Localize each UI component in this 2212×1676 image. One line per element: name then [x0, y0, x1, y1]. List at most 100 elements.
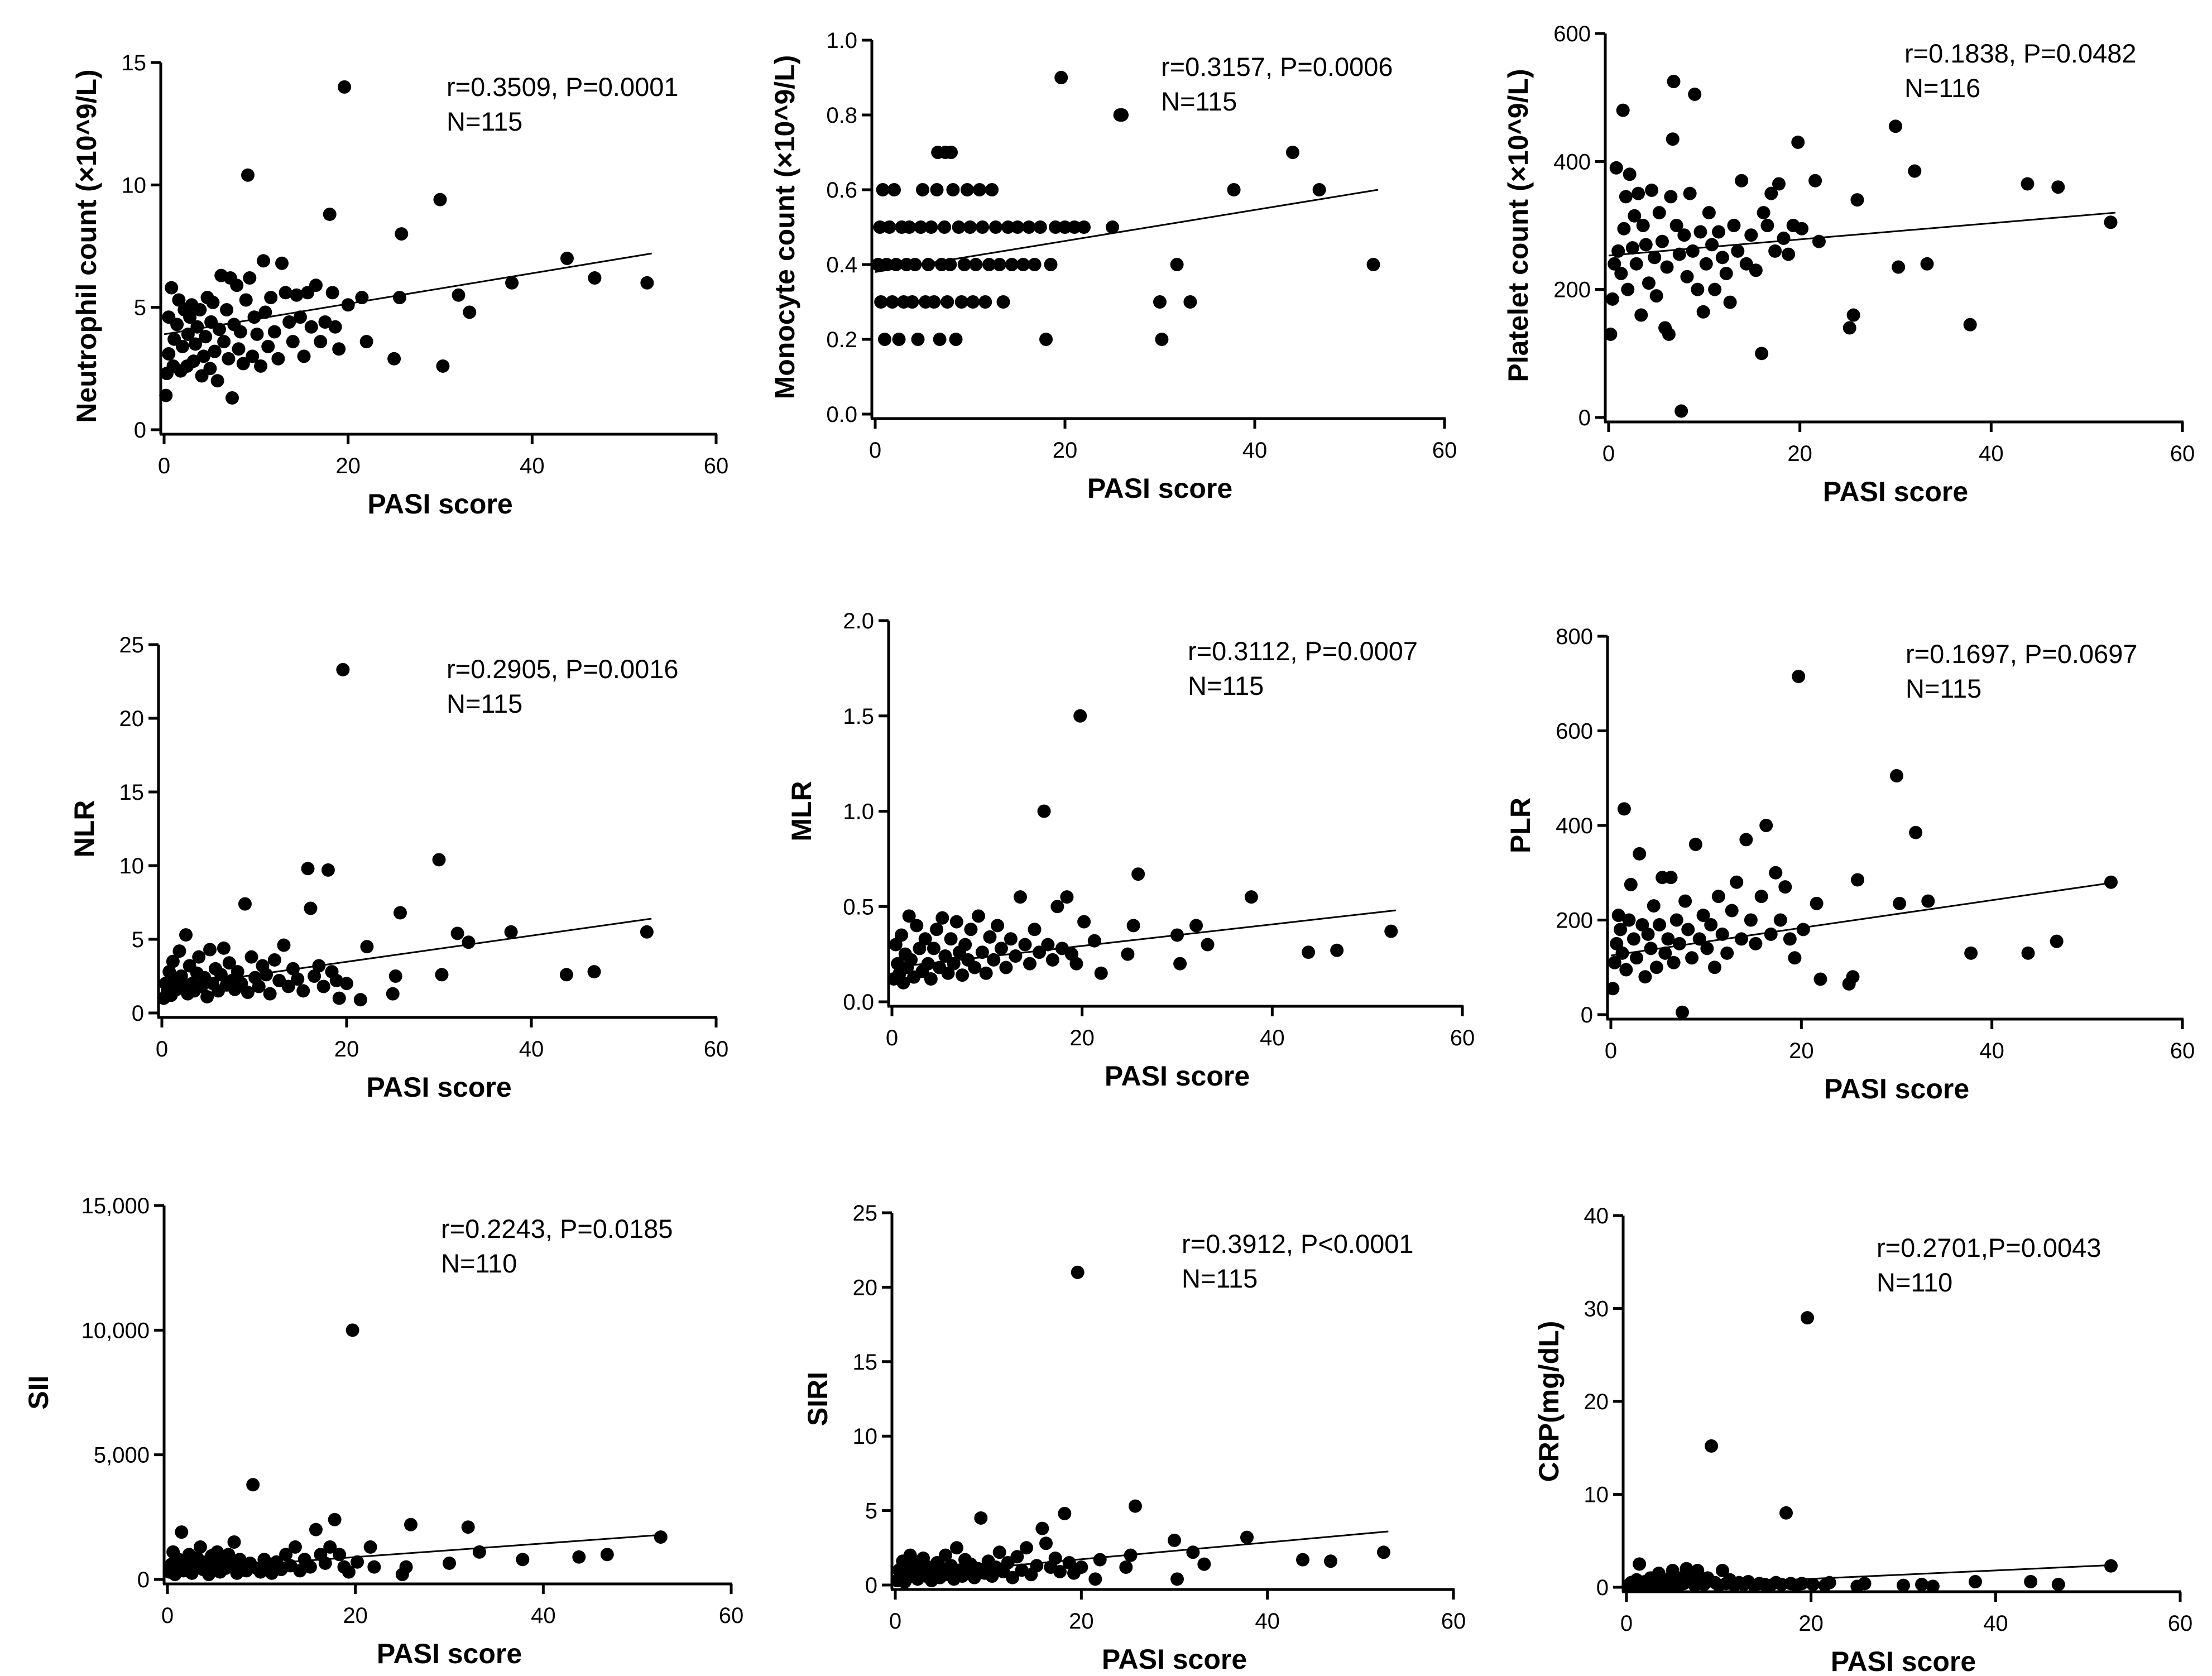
data-point: [933, 333, 947, 346]
data-point: [1201, 938, 1215, 952]
data-point: [1662, 327, 1676, 341]
data-point: [1124, 1548, 1138, 1562]
x-tick-label: 20: [343, 1603, 368, 1628]
data-point: [1699, 257, 1713, 271]
data-point: [1791, 135, 1805, 149]
data-point: [1608, 257, 1621, 271]
x-tick-label: 0: [1620, 1611, 1633, 1636]
data-point: [1681, 923, 1695, 937]
data-point: [1674, 404, 1688, 418]
data-point: [1312, 183, 1326, 196]
data-point: [1810, 896, 1824, 910]
data-point: [921, 957, 935, 971]
data-point: [1094, 966, 1108, 980]
panel-plr: 0 200 400 600 800 0 20 40 60 PASI score PLR r=0.169…: [1505, 625, 2195, 1104]
data-point: [1851, 873, 1865, 887]
data-point: [974, 1511, 988, 1525]
data-point: [1712, 225, 1726, 239]
data-point: [1727, 219, 1741, 232]
x-axis-title: PASI score: [377, 1638, 522, 1669]
y-tick-label: 25: [853, 1201, 878, 1226]
data-point: [1715, 1564, 1729, 1578]
data-point: [162, 347, 176, 361]
data-point: [1168, 1533, 1181, 1547]
data-point: [181, 327, 195, 341]
data-point: [222, 352, 236, 366]
data-point: [947, 957, 961, 971]
y-tick-label: 1.5: [843, 704, 874, 729]
y-tick-label: 0.8: [826, 103, 857, 128]
data-point: [1121, 947, 1135, 961]
data-point: [1676, 1005, 1689, 1019]
y-tick-label: 0.0: [843, 990, 874, 1015]
x-axis-title: PASI score: [1823, 476, 1968, 507]
data-point: [232, 342, 246, 356]
data-point: [399, 1560, 413, 1574]
data-point: [973, 183, 986, 196]
x-tick-label: 40: [1983, 1611, 2008, 1636]
y-tick-label: 20: [853, 1275, 878, 1300]
data-point: [1655, 234, 1669, 248]
data-point: [1754, 890, 1768, 904]
data-point: [1764, 186, 1778, 200]
data-point: [165, 281, 179, 295]
data-point: [1605, 292, 1619, 306]
data-point: [314, 335, 328, 349]
data-point: [1377, 1545, 1390, 1559]
y-axis-title: Monocyte count (×10^9/L): [769, 55, 800, 400]
data-point: [1664, 190, 1678, 204]
data-point: [1715, 927, 1729, 941]
data-point: [222, 956, 236, 970]
data-point: [1719, 267, 1733, 280]
y-tick-label: 15: [119, 780, 145, 805]
data-point: [1611, 244, 1625, 258]
data-point: [175, 1525, 189, 1539]
data-point: [930, 923, 944, 937]
y-tick-label: 0: [137, 1568, 150, 1592]
data-point: [432, 853, 446, 867]
data-point: [1649, 289, 1663, 303]
data-point: [452, 288, 466, 302]
data-point: [1330, 943, 1344, 957]
data-point: [935, 911, 949, 925]
data-point: [186, 354, 200, 368]
data-point: [1045, 953, 1059, 967]
data-point: [267, 953, 281, 967]
data-point: [1645, 183, 1659, 197]
data-point: [1622, 913, 1636, 927]
data-point: [2104, 1559, 2118, 1573]
data-point: [236, 357, 250, 371]
y-axis-title: NLR: [69, 800, 100, 858]
data-point: [939, 1548, 952, 1562]
data-point: [1054, 71, 1068, 84]
data-point: [1660, 260, 1674, 274]
data-point: [1808, 174, 1822, 188]
data-point: [1060, 890, 1074, 904]
data-point: [1028, 923, 1042, 937]
data-point: [288, 1540, 302, 1554]
data-point: [2050, 934, 2064, 948]
data-point: [927, 295, 941, 309]
y-tick-label: 10: [1584, 1483, 1609, 1507]
panel-nlr: 0 5 10 15 20 25 0 20 40 60 PASI score NLR r=0.2905, …: [69, 633, 728, 1103]
data-point: [192, 950, 206, 964]
data-point: [386, 987, 400, 1001]
y-tick-label: 1.0: [826, 28, 857, 53]
data-point: [972, 909, 986, 923]
x-tick-label: 20: [1787, 441, 1812, 466]
data-point: [1647, 899, 1661, 913]
y-tick-label: 20: [1584, 1390, 1609, 1414]
data-point: [243, 271, 257, 285]
data-point: [210, 374, 224, 388]
data-point: [293, 1564, 307, 1578]
data-point: [257, 254, 271, 268]
data-point: [1644, 942, 1658, 955]
x-tick-label: 20: [1053, 438, 1078, 463]
data-point: [1638, 970, 1652, 984]
data-point: [282, 315, 296, 329]
sample-size-annotation: N=115: [1906, 674, 1981, 703]
data-point: [1700, 942, 1714, 955]
data-point: [1801, 1311, 1815, 1325]
data-point: [944, 146, 958, 159]
panel-platelet: 0 200 400 600 0 20 40 60 PASI score Platelet coun…: [1503, 22, 2195, 507]
